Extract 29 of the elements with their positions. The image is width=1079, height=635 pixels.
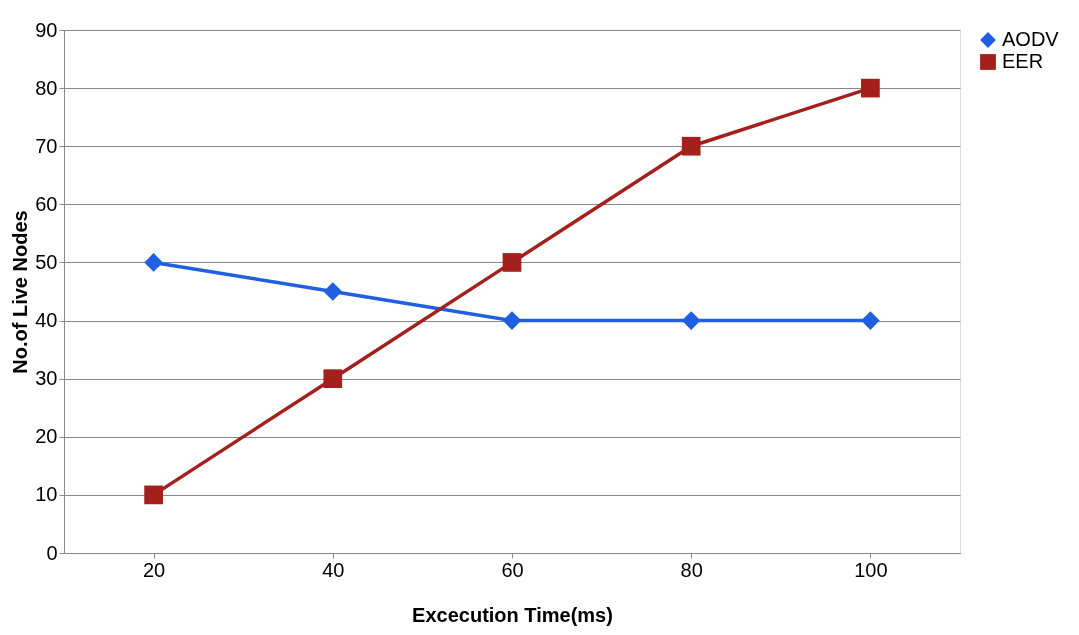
point (502, 311, 522, 330)
y-axis-title: No.of Live Nodes (9, 210, 32, 374)
y-tick-label: 0 (46, 541, 58, 564)
y-tick-label: 10 (35, 483, 58, 506)
point (861, 311, 880, 330)
y-tick-label: 90 (35, 18, 58, 41)
point (144, 485, 163, 505)
y-tick-label: 50 (35, 250, 58, 273)
x-tick-label: 40 (322, 558, 345, 581)
x-tick-label: 80 (680, 558, 703, 581)
point (144, 253, 163, 272)
x-axis-title: Excecution Time(ms) (412, 603, 613, 626)
legend-label: AODV (1002, 28, 1060, 50)
point (502, 253, 522, 272)
point (323, 282, 343, 301)
y-tick-label: 40 (35, 309, 58, 332)
x-tick-label: 100 (854, 558, 888, 581)
y-tick-label: 20 (35, 425, 58, 448)
point (681, 311, 701, 330)
point (323, 369, 343, 389)
point (681, 136, 701, 156)
legend-label: EER (1002, 50, 1044, 72)
y-tick-label: 80 (35, 76, 58, 99)
y-tick-label: 30 (35, 367, 58, 390)
x-tick-label: 60 (501, 558, 524, 581)
y-tick-label: 70 (35, 134, 58, 157)
x-tick-label: 20 (142, 558, 166, 581)
y-tick-label: 60 (35, 192, 58, 215)
point (861, 78, 880, 98)
